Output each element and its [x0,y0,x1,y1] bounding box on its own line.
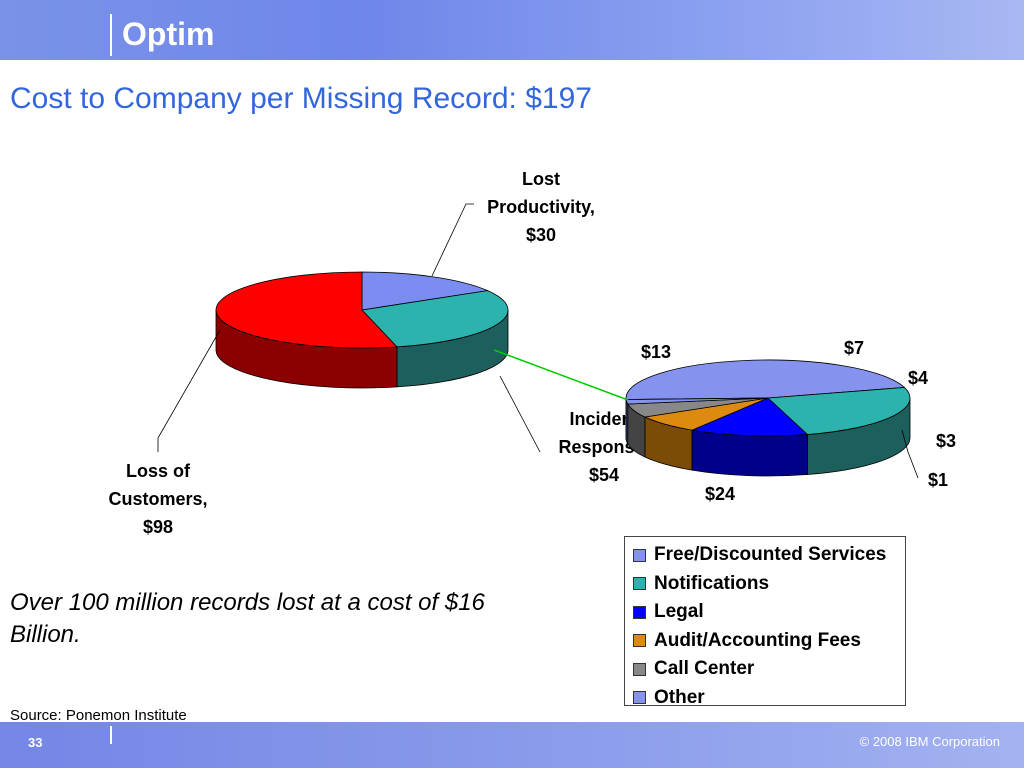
free-discounted-services-value-label: $24 [705,484,735,504]
legend-item: Free/Discounted Services [625,541,905,570]
leader-line [431,203,474,277]
header-title: Optim [122,16,215,52]
summary-note: Over 100 million records lost at a cost … [10,589,485,648]
connector-line [493,349,629,401]
footer-divider [110,726,112,744]
loss-of-customers-slice [215,271,398,349]
copyright: © 2008 IBM Corporation [859,734,1000,749]
source-citation: Source: Ponemon Institute [10,707,187,724]
lost-productivity-label: Lost Productivity, $30 [487,169,595,245]
header-banner: Optim [0,0,1024,60]
legal-slice [690,397,809,437]
loss-of-customers-label: Loss of Customers, $98 [108,461,207,537]
legend-swatch [633,691,646,705]
legal-slice-side [691,429,808,477]
legal-value-label: $7 [844,338,864,358]
leader-line [901,429,919,479]
notifications-value-label: $13 [641,342,671,362]
legend-item: Audit/Accounting Fees [625,627,905,656]
call-center-value-label: $3 [936,431,956,451]
legend-label: Free/Discounted Services [654,544,887,566]
legend-swatch [633,548,646,562]
detail-pie-chart [625,359,911,477]
legend-swatch [633,605,646,619]
lost-productivity-slice [361,271,490,311]
legend-label: Other [654,686,705,708]
legend-swatch [633,634,646,648]
leader-line [157,329,221,452]
legend-swatch [633,577,646,591]
chart-labels: Lost Productivity, $30 Loss of Customers, $98… [108,169,956,537]
leader-line [499,375,541,453]
legend-item: Legal [625,598,905,627]
legend-swatch [633,662,646,676]
free-discounted-services-slice [625,359,906,400]
legend-item: Call Center [625,655,905,684]
page-title: Cost to Company per Missing Record: $197 [10,82,592,115]
notifications-slice [767,387,911,435]
legend-label: Call Center [654,658,755,680]
chart-legend: Free/Discounted Services Notifications L… [624,536,906,708]
legend-item: Notifications [625,570,905,599]
page-number: 33 [28,735,43,750]
header-divider [110,14,112,56]
other-value-label: $1 [928,470,948,490]
legend-item: Other [625,684,905,713]
legend-label: Legal [654,601,704,623]
incident-response-slice [361,290,509,348]
legend-label: Notifications [654,572,770,594]
footer-bar: 33 © 2008 IBM Corporation [0,722,1024,768]
legend-label: Audit/Accounting Fees [654,629,861,651]
audit-accounting-fees-value-label: $4 [908,368,928,388]
main-pie-chart [215,271,509,389]
